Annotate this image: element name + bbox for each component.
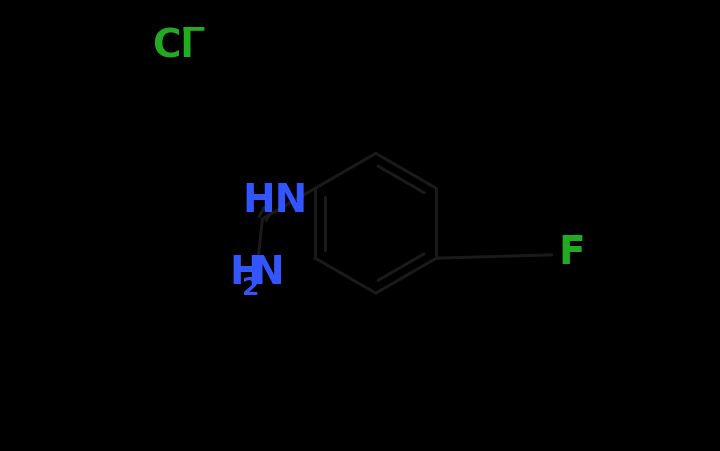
Text: HN: HN [243, 182, 308, 220]
Text: −: − [179, 12, 207, 46]
Text: H: H [229, 254, 262, 292]
Text: Cl: Cl [152, 26, 194, 64]
Text: N: N [252, 254, 284, 292]
Text: F: F [559, 234, 585, 272]
Text: 2: 2 [242, 276, 259, 300]
